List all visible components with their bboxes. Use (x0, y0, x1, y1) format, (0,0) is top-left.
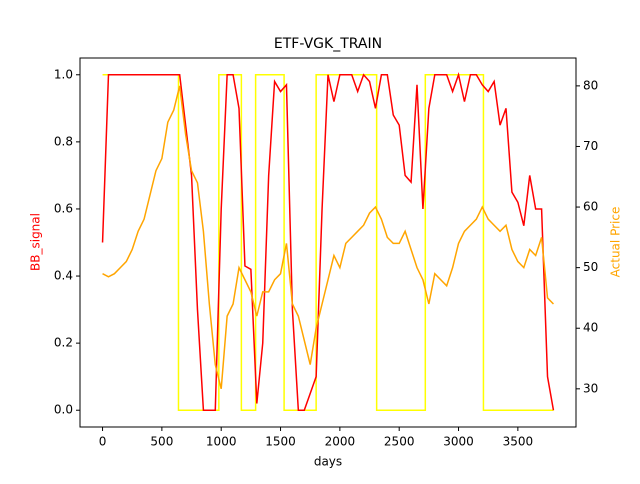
y2-tick-label: 80 (583, 78, 598, 92)
y2-tick-label: 40 (583, 321, 598, 335)
chart-title: ETF-VGK_TRAIN (274, 36, 382, 52)
x-tick-label: 2000 (325, 435, 356, 449)
series-line (102, 85, 554, 390)
series-line (102, 74, 554, 411)
y2-tick-label: 70 (583, 139, 598, 153)
y-tick-label: 0.2 (54, 336, 73, 350)
y-tick-label: 0.0 (54, 403, 73, 417)
y-axis-label: BB_signal (29, 213, 43, 271)
y2-axis-label: Actual Price (609, 207, 623, 278)
plot-frame (79, 57, 577, 428)
x-tick-label: 3000 (443, 435, 474, 449)
x-tick-label: 500 (150, 435, 173, 449)
y2-tick-label: 60 (583, 200, 598, 214)
x-tick-label: 1000 (206, 435, 237, 449)
y-tick-label: 1.0 (54, 67, 73, 81)
y2-tick-label: 30 (583, 381, 598, 395)
y-tick-label: 0.4 (54, 269, 73, 283)
y2-tick-label: 50 (583, 260, 598, 274)
x-tick-label: 0 (99, 435, 107, 449)
series-line (101, 72, 555, 411)
y-tick-label: 0.8 (54, 134, 73, 148)
x-tick-label: 3500 (503, 435, 534, 449)
x-tick-label: 1500 (265, 435, 296, 449)
y-tick-label: 0.6 (54, 201, 73, 215)
x-tick-label: 2500 (384, 435, 415, 449)
x-axis-label: days (314, 455, 342, 469)
